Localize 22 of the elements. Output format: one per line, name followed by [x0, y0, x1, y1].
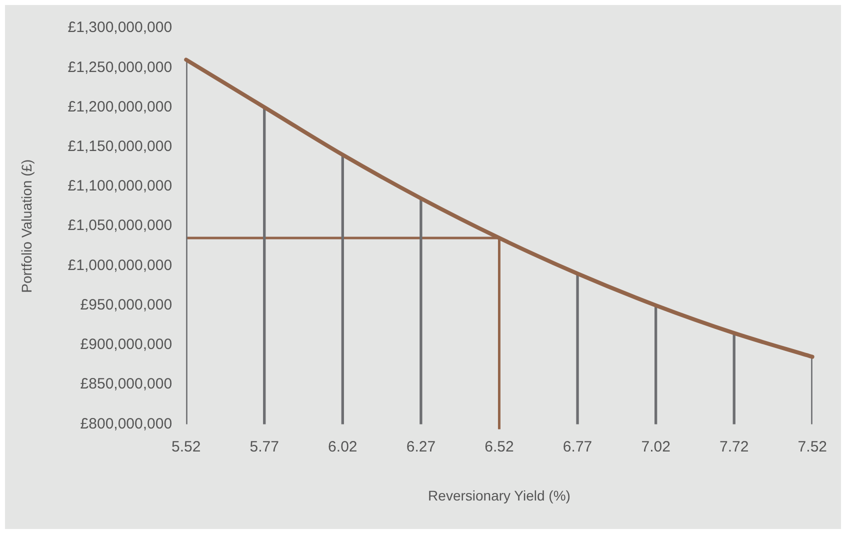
- y-tick-label: £950,000,000: [80, 296, 172, 314]
- y-tick-label: £1,150,000,000: [68, 138, 172, 155]
- y-tick-label: £1,300,000,000: [68, 19, 172, 36]
- x-tick-label: 7.72: [720, 438, 749, 456]
- x-tick-label: 6.27: [406, 438, 436, 456]
- x-tick-label: 6.52: [484, 438, 514, 456]
- y-tick-label: £1,000,000,000: [68, 256, 172, 274]
- x-tick-label: 7.02: [641, 438, 670, 456]
- y-tick-label: £1,050,000,000: [68, 217, 172, 234]
- y-tick-label: £1,200,000,000: [68, 98, 172, 116]
- y-tick-label: £1,250,000,000: [68, 58, 172, 76]
- x-tick-label: 5.52: [171, 438, 201, 456]
- x-tick-label: 6.77: [562, 438, 592, 456]
- y-tick-label: £850,000,000: [80, 376, 172, 393]
- x-tick-label: 7.52: [798, 438, 828, 456]
- y-tick-label: £1,100,000,000: [68, 178, 172, 195]
- x-tick-label: 5.77: [250, 438, 279, 456]
- y-axis-title: Portfolio Valuation (£): [18, 159, 34, 293]
- x-tick-label: 6.02: [328, 438, 358, 456]
- y-tick-label: £900,000,000: [80, 336, 172, 354]
- y-tick-label: £800,000,000: [80, 415, 172, 432]
- x-axis-title: Reversionary Yield (%): [428, 487, 570, 504]
